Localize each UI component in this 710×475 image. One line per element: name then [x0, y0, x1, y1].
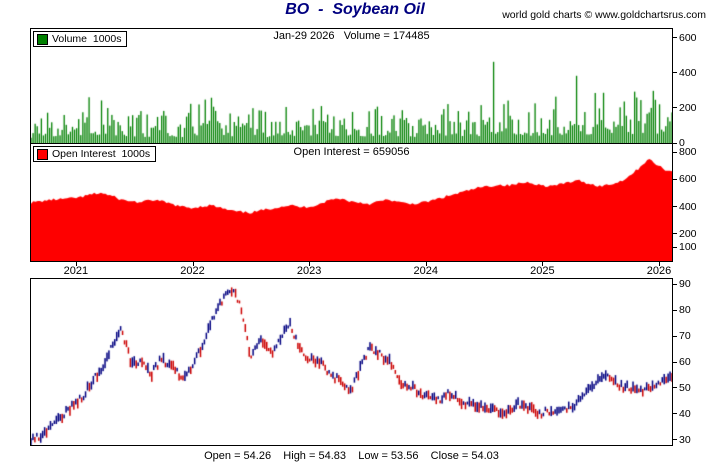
y-axis-tick-mark [673, 387, 677, 389]
y-axis-tick-label: 70 [679, 330, 691, 343]
page-title: BO - Soybean Oil [285, 1, 425, 18]
y-axis-tick-mark [673, 72, 677, 74]
open-interest-legend: Open Interest 1000s [33, 146, 157, 162]
y-axis-tick-mark [673, 37, 677, 39]
y-axis-tick-label: 400 [679, 200, 697, 213]
y-axis-tick-mark [673, 413, 677, 415]
y-axis-tick-mark [673, 246, 677, 248]
ohlc-latest-readout: Open = 54.26 High = 54.83 Low = 53.56 Cl… [204, 450, 499, 462]
volume-legend: Volume 1000s [33, 31, 128, 47]
y-axis-tick-mark [673, 283, 677, 285]
volume-canvas [31, 29, 672, 143]
price-canvas [31, 279, 672, 445]
price-panel [30, 278, 673, 446]
y-axis-tick-mark [673, 361, 677, 363]
y-axis-tick-label: 30 [679, 433, 691, 446]
open-interest-canvas [31, 144, 672, 261]
open-interest-legend-swatch-icon [37, 148, 48, 160]
x-axis-tick-label: 2022 [180, 265, 205, 277]
y-axis-tick-label: 200 [679, 227, 697, 240]
x-axis-tick-label: 2024 [413, 265, 439, 277]
y-axis-tick-label: 200 [679, 101, 697, 114]
y-axis-tick-label: 40 [679, 407, 691, 420]
y-axis-tick-label: 50 [679, 381, 691, 394]
volume-legend-label: Volume 1000s [52, 33, 122, 45]
y-axis-tick-label: 800 [679, 146, 697, 159]
y-axis-tick-mark [673, 206, 677, 208]
x-axis-tick-mark [192, 262, 194, 266]
y-axis-tick-label: 60 [679, 356, 691, 368]
x-axis-tick-mark [425, 262, 427, 266]
open-interest-latest-readout: Open Interest = 659056 [293, 146, 410, 158]
y-axis-tick-mark [673, 233, 677, 235]
y-axis-tick-mark [673, 439, 677, 441]
x-axis-tick-label: 2025 [530, 265, 555, 277]
y-axis-tick-mark [673, 178, 677, 180]
y-axis-tick-label: 600 [679, 173, 697, 186]
volume-latest-readout: Jan-29 2026 Volume = 174485 [273, 30, 430, 42]
credit-text: world gold charts © www.goldchartsrus.co… [502, 9, 706, 21]
x-axis-tick-label: 2026 [646, 265, 672, 277]
y-axis-tick-label: 90 [679, 278, 691, 291]
x-axis-tick-mark [542, 262, 544, 266]
volume-legend-swatch-icon [37, 33, 48, 45]
y-axis-tick-mark [673, 142, 677, 144]
y-axis-tick-label: 400 [679, 66, 697, 79]
x-axis-tick-label: 2023 [296, 265, 322, 277]
x-axis-tick-mark [309, 262, 311, 266]
x-axis-tick-mark [75, 262, 77, 266]
y-axis-tick-label: 80 [679, 304, 691, 317]
volume-panel [30, 28, 673, 143]
y-axis-tick-label: 0 [679, 137, 685, 149]
x-axis-tick-label: 2021 [63, 265, 89, 277]
y-axis-tick-label: 100 [679, 241, 697, 254]
y-axis-tick-mark [673, 151, 677, 153]
open-interest-panel [30, 143, 673, 262]
y-axis-tick-mark [673, 335, 677, 337]
y-axis-tick-mark [673, 309, 677, 311]
y-axis-tick-label: 600 [679, 31, 697, 44]
x-axis-tick-mark [659, 262, 661, 266]
open-interest-legend-label: Open Interest 1000s [52, 148, 151, 160]
y-axis-tick-mark [673, 107, 677, 109]
